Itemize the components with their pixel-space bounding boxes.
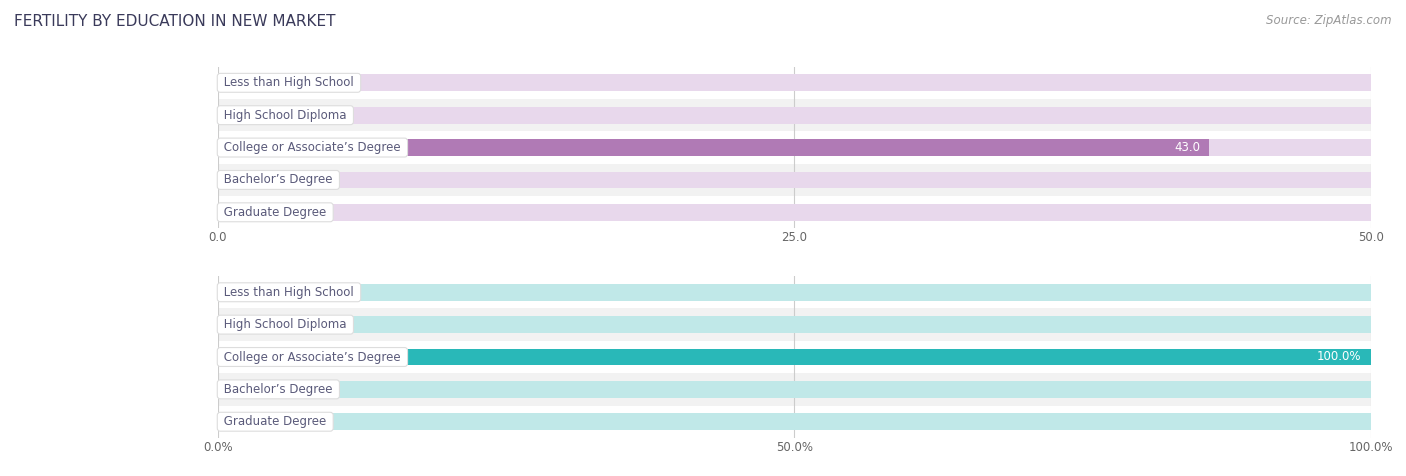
Text: High School Diploma: High School Diploma bbox=[221, 109, 350, 122]
Bar bbox=[218, 276, 1371, 308]
Bar bbox=[218, 341, 1371, 373]
Text: 0.0%: 0.0% bbox=[232, 415, 262, 428]
Text: College or Associate’s Degree: College or Associate’s Degree bbox=[221, 350, 405, 364]
Text: Less than High School: Less than High School bbox=[221, 286, 357, 299]
Bar bbox=[218, 284, 1371, 301]
Text: 0.0: 0.0 bbox=[232, 173, 250, 187]
Text: 0.0%: 0.0% bbox=[232, 286, 262, 299]
Text: Graduate Degree: Graduate Degree bbox=[221, 415, 330, 428]
Text: Graduate Degree: Graduate Degree bbox=[221, 206, 330, 219]
Bar bbox=[218, 316, 1371, 333]
Bar bbox=[218, 204, 1371, 221]
Bar bbox=[218, 196, 1371, 228]
Text: FERTILITY BY EDUCATION IN NEW MARKET: FERTILITY BY EDUCATION IN NEW MARKET bbox=[14, 14, 336, 30]
Bar bbox=[218, 381, 1371, 398]
Bar bbox=[218, 99, 1371, 131]
Text: High School Diploma: High School Diploma bbox=[221, 318, 350, 331]
Bar bbox=[218, 308, 1371, 341]
Text: 0.0%: 0.0% bbox=[232, 318, 262, 331]
Text: 0.0: 0.0 bbox=[232, 76, 250, 89]
Text: Bachelor’s Degree: Bachelor’s Degree bbox=[221, 383, 336, 396]
Text: 100.0%: 100.0% bbox=[1317, 350, 1361, 364]
Bar bbox=[218, 139, 1209, 156]
Bar bbox=[218, 373, 1371, 406]
Bar bbox=[218, 107, 1371, 124]
Bar bbox=[218, 348, 1371, 366]
Bar bbox=[218, 164, 1371, 196]
Bar bbox=[218, 406, 1371, 438]
Bar bbox=[218, 348, 1371, 366]
Text: Source: ZipAtlas.com: Source: ZipAtlas.com bbox=[1267, 14, 1392, 27]
Bar bbox=[218, 413, 1371, 430]
Text: 43.0: 43.0 bbox=[1174, 141, 1201, 154]
Text: College or Associate’s Degree: College or Associate’s Degree bbox=[221, 141, 405, 154]
Text: Bachelor’s Degree: Bachelor’s Degree bbox=[221, 173, 336, 187]
Bar bbox=[218, 67, 1371, 99]
Text: Less than High School: Less than High School bbox=[221, 76, 357, 89]
Bar bbox=[218, 131, 1371, 164]
Text: 0.0: 0.0 bbox=[232, 109, 250, 122]
Bar bbox=[218, 139, 1371, 156]
Bar bbox=[218, 171, 1371, 188]
Text: 0.0%: 0.0% bbox=[232, 383, 262, 396]
Text: 0.0: 0.0 bbox=[232, 206, 250, 219]
Bar bbox=[218, 74, 1371, 91]
